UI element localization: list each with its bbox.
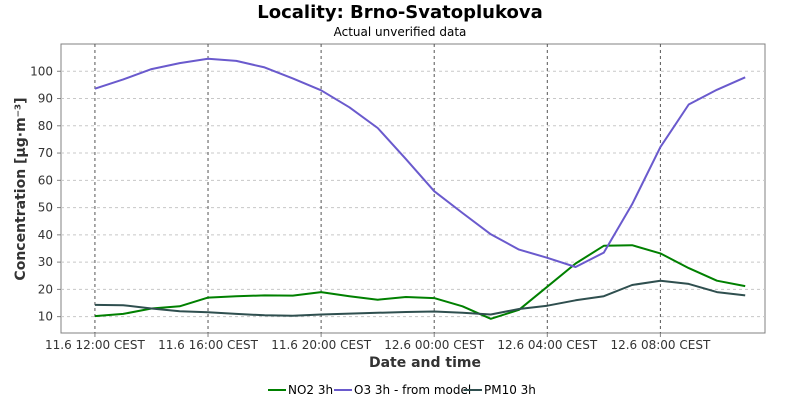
series-line [94,279,746,317]
chart-title: Locality: Brno-Svatoplukova [257,2,542,23]
y-axis-label: Concentration [µg·m⁻³] [13,97,29,280]
y-tick-label: 30 [38,255,53,269]
x-tick-label: 11.6 20:00 CEST [271,338,372,352]
x-tick-label: 11.6 16:00 CEST [158,338,259,352]
y-tick-label: 40 [38,228,53,242]
legend: NO2 3h O3 3h - from model PM10 3h [268,383,536,397]
legend-label: O3 3h - from model [354,383,471,397]
x-axis-ticks: 11.6 12:00 CEST 11.6 16:00 CEST 11.6 20:00… [45,333,711,352]
legend-label: NO2 3h [288,383,333,397]
y-tick-label: 20 [38,282,53,296]
grid [61,44,765,333]
x-tick-label: 12.6 08:00 CEST [610,338,711,352]
x-tick-label: 11.6 12:00 CEST [45,338,146,352]
legend-item: O3 3h - from model [334,383,471,397]
y-tick-label: 90 [38,92,53,106]
x-tick-label: 12.6 04:00 CEST [497,338,598,352]
y-tick-label: 60 [38,173,53,187]
y-tick-label: 70 [38,146,53,160]
legend-item: NO2 3h [268,383,333,397]
y-tick-label: 100 [30,64,53,78]
x-tick-label: 12.6 00:00 CEST [384,338,485,352]
legend-item: PM10 3h [464,383,536,397]
chart-subtitle: Actual unverified data [334,25,467,39]
series-group [94,57,746,320]
x-axis-label: Date and time [369,355,481,371]
y-tick-label: 10 [38,310,53,324]
y-tick-label: 50 [38,201,53,215]
plot-area [60,43,766,334]
series-line [94,244,746,320]
y-tick-label: 80 [38,119,53,133]
series-line [94,57,746,268]
legend-label: PM10 3h [484,383,536,397]
y-axis-ticks: 10 20 30 40 50 60 70 80 90 100 [30,64,61,324]
